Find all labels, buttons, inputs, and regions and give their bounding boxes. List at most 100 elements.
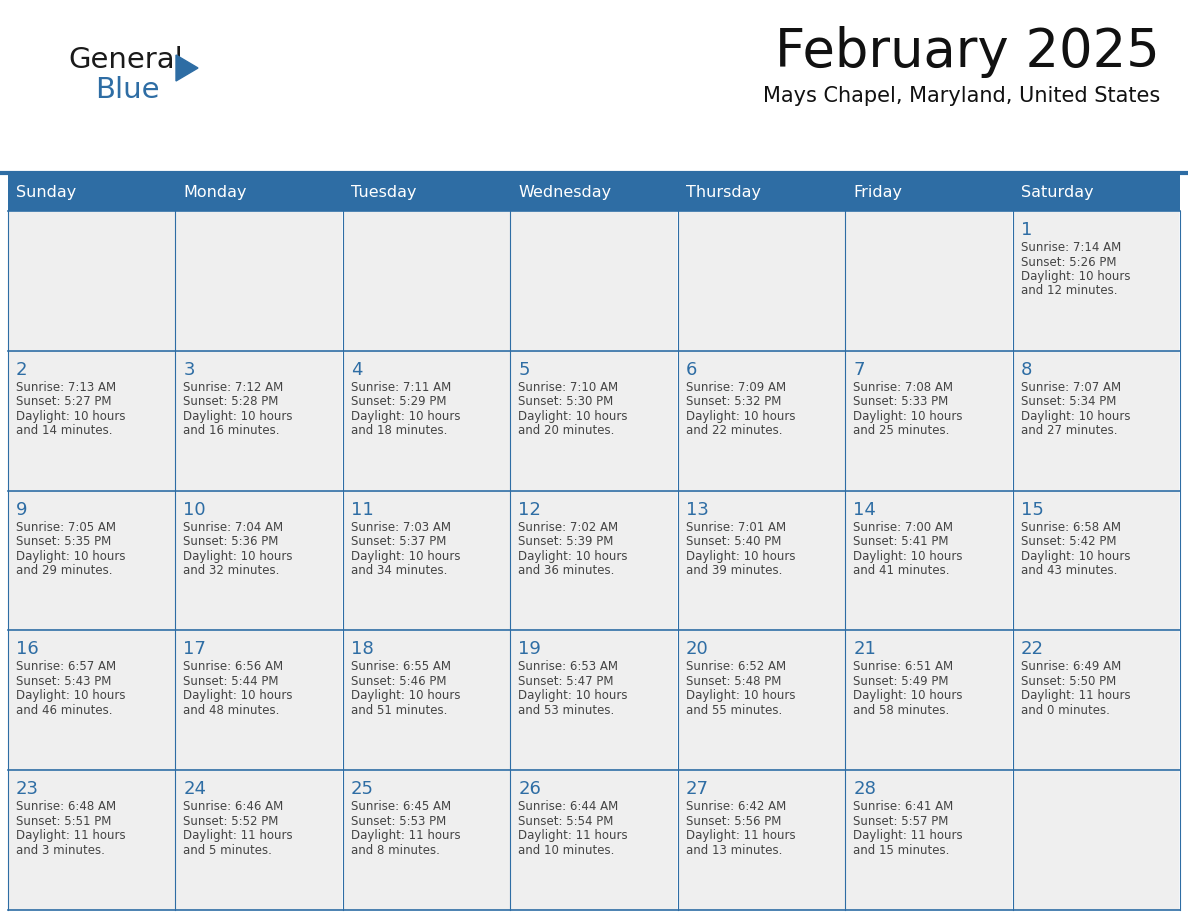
- Bar: [176, 173, 343, 211]
- Bar: [343, 771, 510, 910]
- Bar: [8, 211, 175, 351]
- Text: 6: 6: [685, 361, 697, 379]
- Text: Sunset: 5:42 PM: Sunset: 5:42 PM: [1020, 535, 1116, 548]
- Text: Sunrise: 6:58 AM: Sunrise: 6:58 AM: [1020, 521, 1120, 533]
- Bar: [511, 352, 677, 490]
- Text: Sunset: 5:40 PM: Sunset: 5:40 PM: [685, 535, 781, 548]
- Text: Sunset: 5:51 PM: Sunset: 5:51 PM: [15, 814, 112, 828]
- Text: Sunset: 5:34 PM: Sunset: 5:34 PM: [1020, 396, 1116, 409]
- Text: Daylight: 10 hours: Daylight: 10 hours: [15, 409, 126, 423]
- Text: Saturday: Saturday: [1020, 185, 1093, 199]
- Text: and 29 minutes.: and 29 minutes.: [15, 564, 113, 577]
- Text: 1: 1: [1020, 221, 1032, 239]
- Text: Sunset: 5:44 PM: Sunset: 5:44 PM: [183, 675, 279, 688]
- Bar: [846, 771, 1012, 910]
- Bar: [678, 211, 845, 351]
- Bar: [176, 211, 342, 351]
- Text: Sunset: 5:28 PM: Sunset: 5:28 PM: [183, 396, 279, 409]
- Text: and 12 minutes.: and 12 minutes.: [1020, 285, 1117, 297]
- Text: Sunset: 5:53 PM: Sunset: 5:53 PM: [350, 814, 447, 828]
- Text: 11: 11: [350, 500, 373, 519]
- Text: and 10 minutes.: and 10 minutes.: [518, 844, 614, 856]
- Text: 24: 24: [183, 780, 207, 798]
- Text: 2: 2: [15, 361, 27, 379]
- Text: and 32 minutes.: and 32 minutes.: [183, 564, 280, 577]
- Bar: [343, 491, 510, 630]
- Text: 9: 9: [15, 500, 27, 519]
- Text: Sunrise: 7:05 AM: Sunrise: 7:05 AM: [15, 521, 116, 533]
- Text: Sunset: 5:29 PM: Sunset: 5:29 PM: [350, 396, 447, 409]
- Text: Sunset: 5:49 PM: Sunset: 5:49 PM: [853, 675, 949, 688]
- Text: Sunrise: 7:14 AM: Sunrise: 7:14 AM: [1020, 241, 1120, 254]
- Text: Sunset: 5:56 PM: Sunset: 5:56 PM: [685, 814, 781, 828]
- Text: and 48 minutes.: and 48 minutes.: [183, 704, 280, 717]
- Text: Daylight: 10 hours: Daylight: 10 hours: [350, 550, 461, 563]
- Text: Sunrise: 7:01 AM: Sunrise: 7:01 AM: [685, 521, 785, 533]
- Text: Daylight: 10 hours: Daylight: 10 hours: [183, 550, 293, 563]
- Text: Sunset: 5:36 PM: Sunset: 5:36 PM: [183, 535, 279, 548]
- Text: Daylight: 10 hours: Daylight: 10 hours: [853, 689, 962, 702]
- Bar: [8, 352, 175, 490]
- Text: Daylight: 10 hours: Daylight: 10 hours: [685, 689, 795, 702]
- Text: Sunset: 5:32 PM: Sunset: 5:32 PM: [685, 396, 781, 409]
- Text: Tuesday: Tuesday: [350, 185, 416, 199]
- Text: Wednesday: Wednesday: [518, 185, 612, 199]
- Text: and 58 minutes.: and 58 minutes.: [853, 704, 949, 717]
- Text: 15: 15: [1020, 500, 1043, 519]
- Text: Daylight: 10 hours: Daylight: 10 hours: [1020, 409, 1130, 423]
- Bar: [343, 211, 510, 351]
- Text: 20: 20: [685, 641, 708, 658]
- Text: and 0 minutes.: and 0 minutes.: [1020, 704, 1110, 717]
- Bar: [678, 491, 845, 630]
- Text: and 20 minutes.: and 20 minutes.: [518, 424, 614, 437]
- Text: Sunset: 5:33 PM: Sunset: 5:33 PM: [853, 396, 948, 409]
- Text: and 27 minutes.: and 27 minutes.: [1020, 424, 1117, 437]
- Text: Sunrise: 6:45 AM: Sunrise: 6:45 AM: [350, 800, 451, 813]
- Text: Daylight: 11 hours: Daylight: 11 hours: [518, 829, 628, 842]
- Text: 19: 19: [518, 641, 542, 658]
- Bar: [343, 631, 510, 769]
- Text: Sunrise: 7:08 AM: Sunrise: 7:08 AM: [853, 381, 953, 394]
- Text: Daylight: 10 hours: Daylight: 10 hours: [15, 550, 126, 563]
- Text: and 55 minutes.: and 55 minutes.: [685, 704, 782, 717]
- Bar: [8, 631, 175, 769]
- Bar: [845, 173, 1012, 211]
- Bar: [846, 352, 1012, 490]
- Text: Sunrise: 6:46 AM: Sunrise: 6:46 AM: [183, 800, 284, 813]
- Text: 16: 16: [15, 641, 39, 658]
- Text: and 53 minutes.: and 53 minutes.: [518, 704, 614, 717]
- Bar: [678, 771, 845, 910]
- Text: 3: 3: [183, 361, 195, 379]
- Text: Sunrise: 7:02 AM: Sunrise: 7:02 AM: [518, 521, 619, 533]
- Text: 21: 21: [853, 641, 876, 658]
- Text: and 39 minutes.: and 39 minutes.: [685, 564, 782, 577]
- Text: Sunrise: 6:55 AM: Sunrise: 6:55 AM: [350, 660, 451, 674]
- Bar: [846, 211, 1012, 351]
- Bar: [511, 631, 677, 769]
- Text: Daylight: 10 hours: Daylight: 10 hours: [518, 550, 627, 563]
- Text: Sunset: 5:57 PM: Sunset: 5:57 PM: [853, 814, 948, 828]
- Text: Daylight: 11 hours: Daylight: 11 hours: [853, 829, 962, 842]
- Bar: [846, 631, 1012, 769]
- Text: Sunset: 5:47 PM: Sunset: 5:47 PM: [518, 675, 614, 688]
- Bar: [677, 173, 845, 211]
- Bar: [176, 771, 342, 910]
- Text: Friday: Friday: [853, 185, 902, 199]
- Text: and 46 minutes.: and 46 minutes.: [15, 704, 113, 717]
- Text: Daylight: 10 hours: Daylight: 10 hours: [1020, 270, 1130, 283]
- Bar: [511, 491, 677, 630]
- Text: Sunrise: 7:03 AM: Sunrise: 7:03 AM: [350, 521, 451, 533]
- Text: 13: 13: [685, 500, 708, 519]
- Text: Daylight: 11 hours: Daylight: 11 hours: [15, 829, 126, 842]
- Text: Thursday: Thursday: [685, 185, 760, 199]
- Text: 25: 25: [350, 780, 374, 798]
- Text: Daylight: 10 hours: Daylight: 10 hours: [350, 409, 461, 423]
- Text: 28: 28: [853, 780, 876, 798]
- Text: Daylight: 10 hours: Daylight: 10 hours: [1020, 550, 1130, 563]
- Bar: [1012, 173, 1180, 211]
- Text: Sunday: Sunday: [15, 185, 76, 199]
- Text: Sunrise: 6:56 AM: Sunrise: 6:56 AM: [183, 660, 284, 674]
- Text: Sunset: 5:41 PM: Sunset: 5:41 PM: [853, 535, 949, 548]
- Bar: [176, 631, 342, 769]
- Text: and 5 minutes.: and 5 minutes.: [183, 844, 272, 856]
